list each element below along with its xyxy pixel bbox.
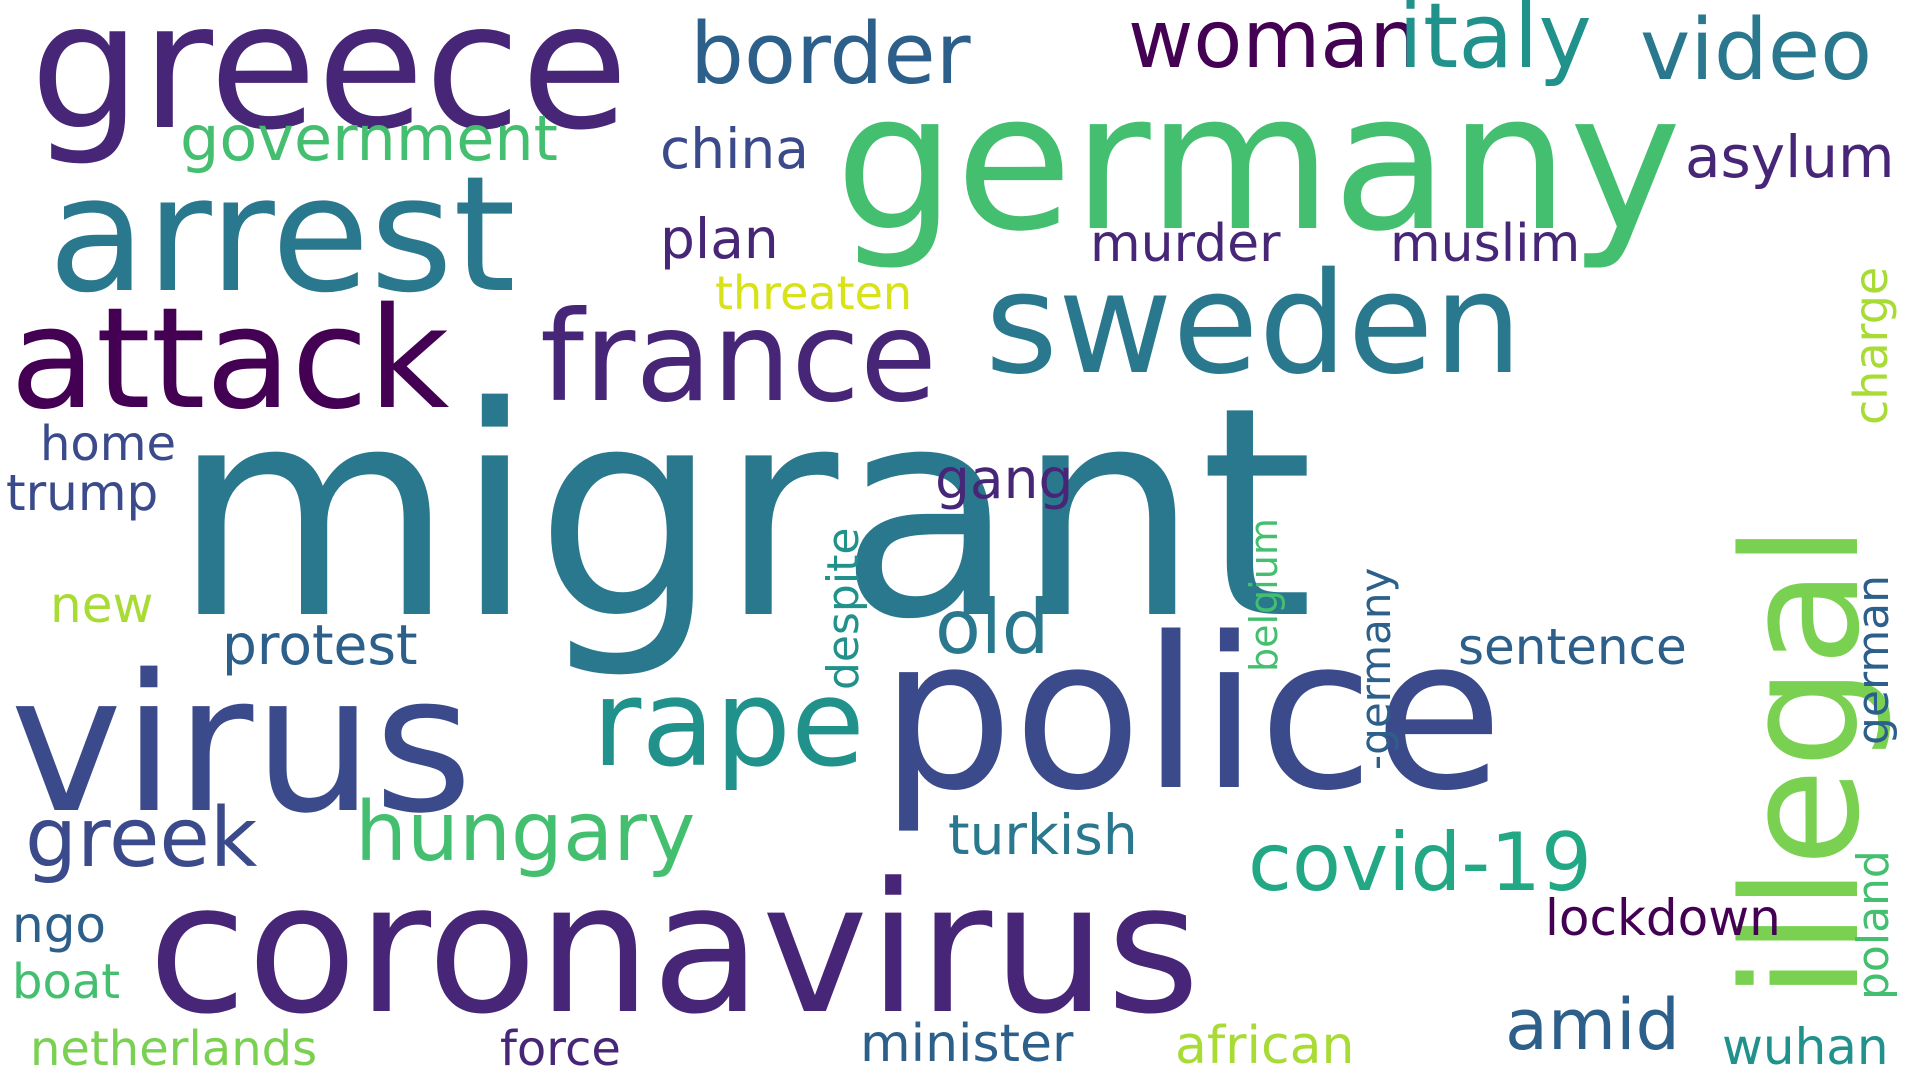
word-greek: greek	[25, 791, 258, 886]
word-sweden: sweden	[985, 243, 1523, 406]
word-threaten: threaten	[715, 266, 913, 320]
word-german: german	[1848, 574, 1899, 745]
word-coronavirus: coronavirus	[148, 845, 1201, 1054]
word-germany: germany	[835, 52, 1682, 273]
word-sentence: sentence	[1458, 618, 1687, 676]
word-dash-germany: -germany	[1351, 567, 1400, 770]
word-belgium: belgium	[1242, 518, 1286, 672]
word-attack: attack	[10, 278, 450, 441]
word-woman: woman	[1128, 0, 1421, 86]
word-italy: italy	[1398, 0, 1592, 89]
word-despite: despite	[818, 527, 869, 690]
word-new: new	[50, 576, 154, 634]
word-force: force	[500, 1021, 621, 1077]
word-ngo: ngo	[12, 896, 107, 954]
word-arrest: arrest	[48, 141, 516, 328]
word-murder: murder	[1090, 214, 1281, 274]
word-virus: virus	[10, 634, 473, 855]
word-china: china	[660, 117, 809, 181]
word-turkish: turkish	[948, 803, 1138, 867]
word-covid19: covid-19	[1248, 816, 1592, 909]
word-gang: gang	[935, 447, 1074, 511]
word-lockdown: lockdown	[1545, 889, 1781, 947]
word-migrant: migrant	[172, 346, 1314, 683]
word-protest: protest	[222, 613, 418, 677]
word-government: government	[180, 102, 558, 175]
word-greece: greece	[30, 0, 629, 169]
word-poland: poland	[1848, 850, 1899, 1000]
word-asylum: asylum	[1685, 123, 1895, 191]
word-video: video	[1640, 1, 1873, 100]
word-police: police	[880, 592, 1504, 837]
word-charge: charge	[1844, 266, 1898, 425]
word-muslim: muslim	[1390, 214, 1581, 274]
word-trump: trump	[6, 464, 159, 522]
word-france: france	[540, 285, 937, 430]
word-boat: boat	[12, 954, 121, 1010]
word-wuhan: wuhan	[1722, 1018, 1889, 1076]
word-hungary: hungary	[355, 785, 696, 880]
word-plan: plan	[660, 207, 779, 271]
word-home: home	[40, 416, 177, 472]
word-african: african	[1175, 1016, 1355, 1076]
word-border: border	[690, 5, 971, 104]
word-netherlands: netherlands	[30, 1021, 318, 1077]
word-rape: rape	[592, 655, 865, 794]
word-minister: minister	[860, 1014, 1074, 1074]
word-amid: amid	[1505, 984, 1680, 1066]
word-old: old	[935, 583, 1050, 671]
